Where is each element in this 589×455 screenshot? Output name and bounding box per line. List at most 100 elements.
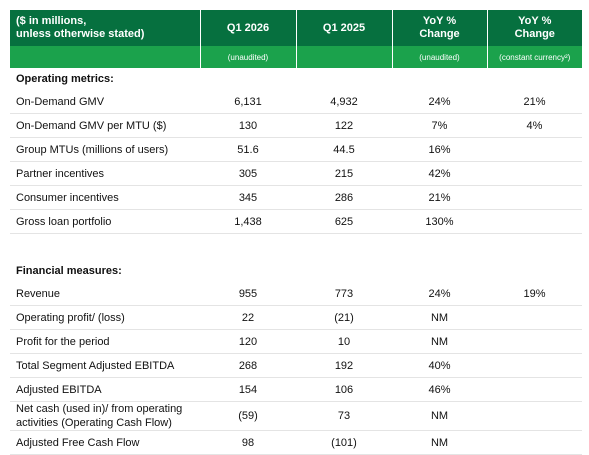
value-cell: 120 [200, 329, 296, 354]
value-cell: 106 [296, 377, 392, 402]
value-cell: 6,131 [200, 90, 296, 114]
value-cell: 7% [392, 113, 487, 138]
data-row: Group MTUs (millions of users) 51.6 44.5 16… [10, 137, 582, 162]
value-cell: 46% [392, 377, 487, 402]
table-wrap: ($ in millions, unless otherwise stated)… [10, 10, 582, 455]
data-row: Operating profit/ (loss) 22 (21) NM [10, 305, 582, 330]
subheader-cell [295, 46, 392, 68]
data-row: Total Segment Adjusted EBITDA 268 192 40% [10, 353, 582, 378]
section-title: Operating metrics: [16, 73, 114, 85]
data-row: On-Demand GMV per MTU ($) 130 122 7% 4% [10, 113, 582, 138]
value-cell: 10 [296, 329, 392, 354]
value-cell: NM [392, 305, 487, 330]
data-row: Net cash (used in)/ from operating activ… [10, 401, 582, 431]
value-cell: NM [392, 430, 487, 455]
row-label: Adjusted EBITDA [10, 377, 200, 402]
data-row: Adjusted EBITDA 154 106 46% [10, 377, 582, 402]
value-cell [487, 353, 582, 378]
value-cell: 215 [296, 161, 392, 186]
value-cell [487, 329, 582, 354]
value-cell: 268 [200, 353, 296, 378]
section-title: Financial measures: [16, 265, 122, 277]
value-cell: 192 [296, 353, 392, 378]
value-cell [487, 161, 582, 186]
value-cell [487, 137, 582, 162]
value-cell: 40% [392, 353, 487, 378]
value-cell: 42% [392, 161, 487, 186]
value-cell: 1,438 [200, 209, 296, 234]
value-cell: 21% [392, 185, 487, 210]
spacer-row [10, 247, 582, 260]
value-cell: (59) [200, 401, 296, 431]
value-cell: NM [392, 401, 487, 431]
value-cell: 44.5 [296, 137, 392, 162]
data-row: Gross loan portfolio 1,438 625 130% [10, 209, 582, 234]
value-cell: (21) [296, 305, 392, 330]
data-row: Adjusted Free Cash Flow 98 (101) NM [10, 430, 582, 455]
subheader-cell: (unaudited) [199, 46, 296, 68]
header-cell: Q1 2026 [199, 10, 296, 46]
value-cell [487, 430, 582, 455]
header-cell: ($ in millions, unless otherwise stated) [10, 10, 200, 46]
value-cell: 286 [296, 185, 392, 210]
data-row: Profit for the period 120 10 NM [10, 329, 582, 354]
value-cell [487, 209, 582, 234]
value-cell [487, 377, 582, 402]
row-label: Partner incentives [10, 161, 200, 186]
row-label: Group MTUs (millions of users) [10, 137, 200, 162]
value-cell: 73 [296, 401, 392, 431]
value-cell: 625 [296, 209, 392, 234]
kpi-table: ($ in millions, unless otherwise stated)… [10, 10, 582, 455]
header-cell: YoY % Change [486, 10, 582, 46]
value-cell: 98 [200, 430, 296, 455]
header-row: ($ in millions, unless otherwise stated)… [10, 10, 582, 46]
value-cell: 24% [392, 90, 487, 114]
value-cell: 24% [392, 282, 487, 306]
value-cell: 154 [200, 377, 296, 402]
data-row: Partner incentives 305 215 42% [10, 161, 582, 186]
value-cell: 22 [200, 305, 296, 330]
value-cell: 122 [296, 113, 392, 138]
header-cell: Q1 2025 [295, 10, 392, 46]
subheader-cell: (constant currency²) [486, 46, 582, 68]
row-label: Revenue [10, 282, 200, 306]
subheader-row: (unaudited) (unaudited) (constant currency… [10, 46, 582, 68]
data-row: On-Demand GMV 6,131 4,932 24% 21% [10, 90, 582, 114]
value-cell: 130 [200, 113, 296, 138]
value-cell: 4% [487, 113, 582, 138]
spacer-row [10, 234, 582, 248]
value-cell: 130% [392, 209, 487, 234]
data-row: Revenue 955 773 24% 19% [10, 282, 582, 306]
row-label: Net cash (used in)/ from operating activ… [10, 401, 200, 431]
value-cell: 21% [487, 90, 582, 114]
header-cell: YoY % Change [391, 10, 487, 46]
row-label: On-Demand GMV [10, 90, 200, 114]
value-cell: 955 [200, 282, 296, 306]
value-cell: 19% [487, 282, 582, 306]
subheader-cell [10, 46, 200, 68]
value-cell [487, 185, 582, 210]
row-label: Profit for the period [10, 329, 200, 354]
subheader-cell: (unaudited) [391, 46, 487, 68]
table-body: ($ in millions, unless otherwise stated)… [10, 10, 582, 455]
row-label: Total Segment Adjusted EBITDA [10, 353, 200, 378]
row-label: Operating profit/ (loss) [10, 305, 200, 330]
data-row: Consumer incentives 345 286 21% [10, 185, 582, 210]
section-row: Operating metrics: [10, 68, 582, 90]
value-cell: 51.6 [200, 137, 296, 162]
value-cell: NM [392, 329, 487, 354]
value-cell: 305 [200, 161, 296, 186]
row-label: Consumer incentives [10, 185, 200, 210]
value-cell: (101) [296, 430, 392, 455]
row-label: On-Demand GMV per MTU ($) [10, 113, 200, 138]
value-cell: 345 [200, 185, 296, 210]
spacer [10, 247, 582, 260]
row-label: Adjusted Free Cash Flow [10, 430, 200, 455]
value-cell [487, 401, 582, 431]
value-cell [487, 305, 582, 330]
spacer [10, 234, 582, 248]
section-row: Financial measures: [10, 260, 582, 282]
value-cell: 16% [392, 137, 487, 162]
value-cell: 4,932 [296, 90, 392, 114]
